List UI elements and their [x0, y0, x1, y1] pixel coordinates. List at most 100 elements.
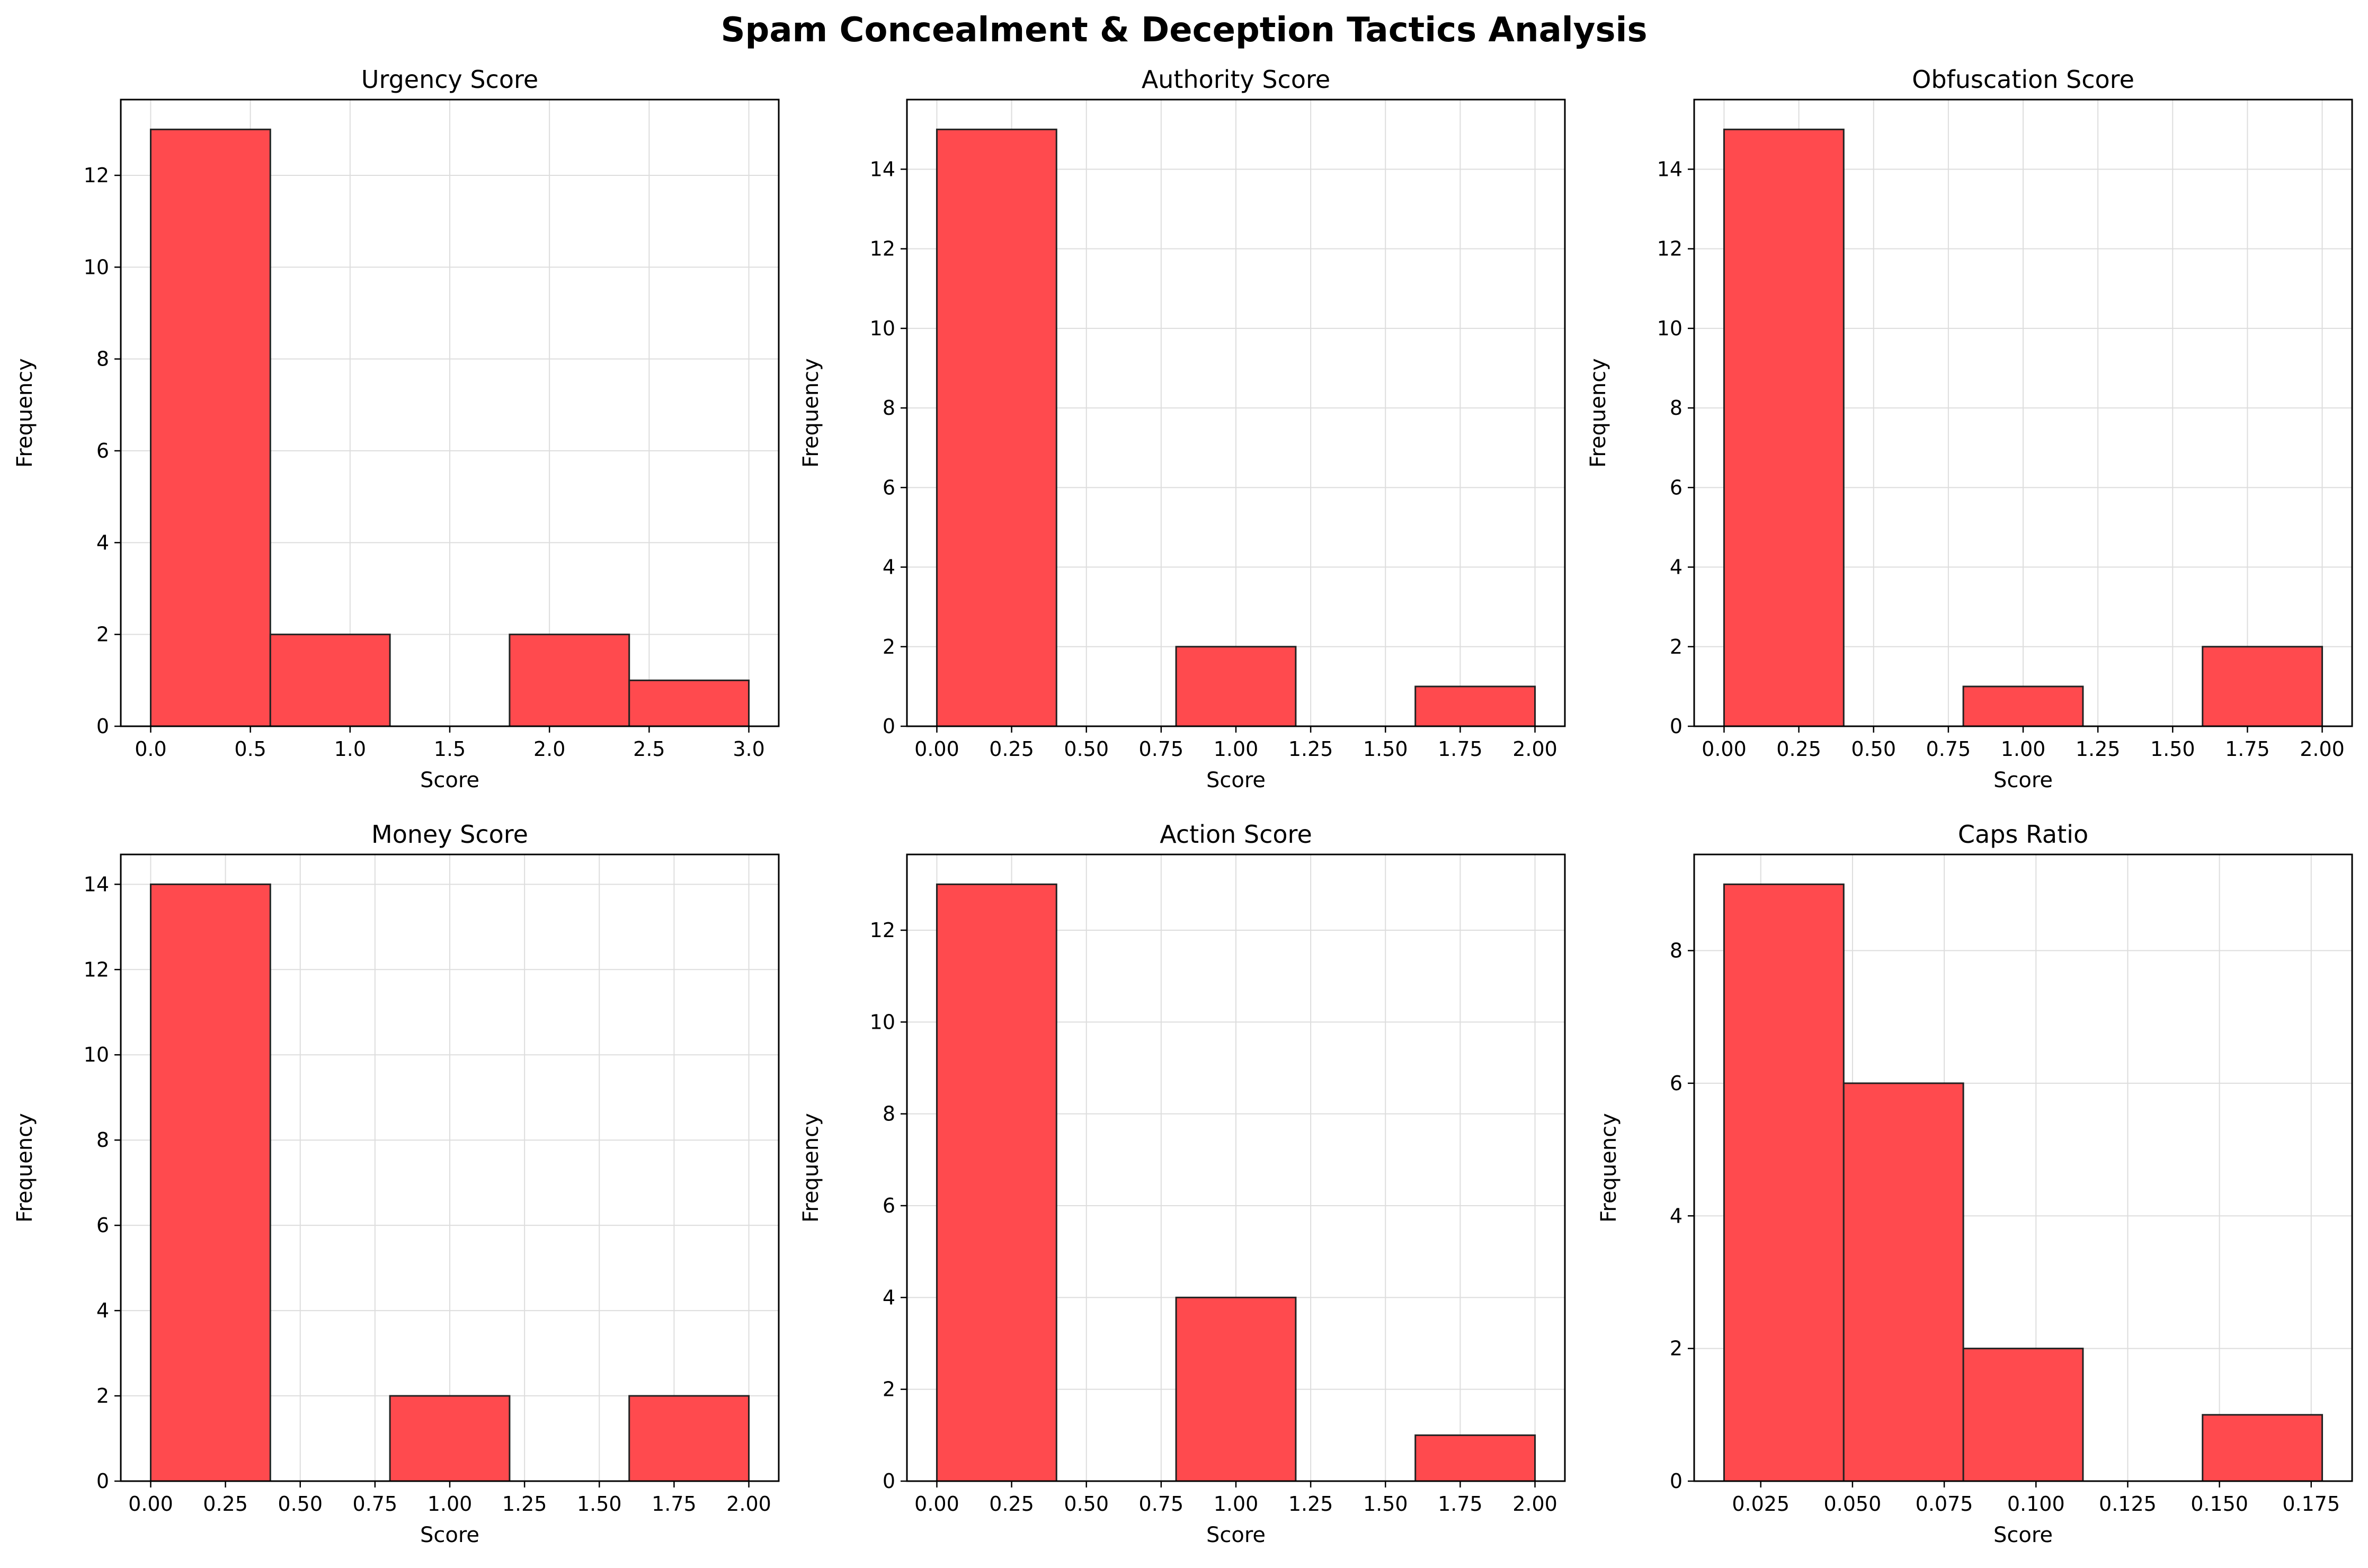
y-tick-label: 10 [1657, 317, 1682, 340]
y-axis-label: Frequency [1597, 1113, 1621, 1223]
x-tick-label: 0.75 [353, 1492, 398, 1516]
y-tick-label: 12 [84, 164, 109, 187]
histogram-bar [628, 1395, 750, 1482]
y-tick-label: 6 [883, 1194, 895, 1217]
y-tick-label: 6 [1670, 1072, 1682, 1095]
histogram-bar [1414, 685, 1536, 727]
y-tick-label: 2 [883, 635, 895, 658]
histogram-bar [936, 883, 1057, 1482]
x-tick-label: 0.25 [989, 737, 1034, 761]
histogram-bar [149, 128, 271, 727]
x-tick-label: 0.125 [2099, 1492, 2157, 1516]
histogram-bar [1962, 685, 2084, 727]
histogram-bar [269, 634, 391, 727]
x-tick-label: 1.50 [1363, 1492, 1408, 1516]
y-axis-label: Frequency [13, 358, 37, 468]
x-tick-label: 1.75 [652, 1492, 697, 1516]
y-tick-label: 12 [870, 237, 895, 261]
x-tick-label: 1.25 [2076, 737, 2121, 761]
figure-title: Spam Concealment & Deception Tactics Ana… [720, 11, 1647, 50]
subplot-title: Obfuscation Score [1912, 65, 2134, 94]
y-tick-label: 6 [96, 439, 109, 462]
subplot-4: 0.00 0.25 0.50 0.75 1.00 1.25 1.50 1.75 2.00 0 2 4 6… [13, 820, 780, 1547]
y-tick-label: 0 [1670, 1469, 1682, 1493]
y-tick-label: 0 [1670, 715, 1682, 738]
y-tick-label: 8 [96, 1128, 109, 1152]
x-tick-label: 0.75 [1139, 1492, 1184, 1516]
y-tick-label: 8 [883, 396, 895, 420]
x-tick-label: 0.50 [1851, 737, 1896, 761]
subplot-6: 0.025 0.050 0.075 0.100 0.125 0.150 0.175 0 2 4 6 8… [1597, 820, 2353, 1547]
x-tick-label: 0.100 [2007, 1492, 2065, 1516]
histogram-bar [1842, 1082, 1964, 1482]
y-tick-label: 10 [870, 1010, 895, 1034]
x-tick-label: 2.00 [1512, 737, 1557, 761]
x-tick-label: 1.75 [2225, 737, 2270, 761]
subplot-3: 0.00 0.25 0.50 0.75 1.00 1.25 1.50 1.75 2.00 0 2 4 6… [1586, 65, 2353, 792]
y-tick-label: 8 [1670, 396, 1682, 420]
x-tick-label: 0.00 [128, 1492, 173, 1516]
subplot-title: Action Score [1160, 820, 1312, 849]
y-tick-label: 2 [96, 1384, 109, 1407]
x-axis-label: Score [1993, 768, 2053, 792]
y-tick-label: 2 [96, 623, 109, 646]
subplot-title: Caps Ratio [1958, 820, 2088, 849]
x-tick-label: 1.0 [334, 737, 366, 761]
x-tick-label: 1.00 [1214, 1492, 1259, 1516]
x-tick-label: 0.175 [2282, 1492, 2340, 1516]
histogram-bar [1723, 128, 1845, 727]
y-tick-label: 4 [1670, 556, 1682, 579]
x-tick-label: 1.25 [1288, 737, 1333, 761]
x-tick-label: 0.25 [989, 1492, 1034, 1516]
histogram-bar [1175, 646, 1297, 727]
subplot-2: 0.00 0.25 0.50 0.75 1.00 1.25 1.50 1.75 2.00 0 2 4 6… [799, 65, 1566, 792]
y-tick-label: 2 [883, 1378, 895, 1401]
y-axis-label: Frequency [799, 358, 823, 468]
y-tick-label: 12 [870, 919, 895, 942]
subplot-1: 0.0 0.5 1.0 1.5 2.0 2.5 3.0 0 2 4 6 8 10 12 Urgency Sc… [13, 65, 780, 792]
x-axis-label: Score [420, 768, 479, 792]
subplot-5: 0.00 0.25 0.50 0.75 1.00 1.25 1.50 1.75 2.00 0 2 4 6… [799, 820, 1566, 1547]
y-axis-label: Frequency [13, 1113, 37, 1223]
y-tick-label: 14 [84, 872, 109, 896]
y-tick-label: 2 [1670, 635, 1682, 658]
x-tick-label: 1.50 [577, 1492, 622, 1516]
y-tick-label: 12 [1657, 237, 1682, 261]
x-axis-label: Score [1206, 1523, 1266, 1547]
x-tick-label: 0.00 [1702, 737, 1747, 761]
x-tick-label: 0.75 [1139, 737, 1184, 761]
x-tick-label: 0.00 [914, 737, 959, 761]
y-tick-label: 6 [1670, 476, 1682, 499]
y-tick-label: 0 [883, 715, 895, 738]
histogram-bar [1175, 1296, 1297, 1482]
histogram-bar [1962, 1348, 2084, 1482]
x-tick-label: 1.00 [2001, 737, 2046, 761]
subplot-title: Urgency Score [361, 65, 538, 94]
y-tick-label: 0 [96, 1469, 109, 1493]
subplot-title: Money Score [371, 820, 528, 849]
x-tick-label: 0.00 [914, 1492, 959, 1516]
histogram-bar [509, 634, 630, 727]
histogram-bar [936, 128, 1057, 727]
x-axis-label: Score [1993, 1523, 2053, 1547]
x-axis-label: Score [420, 1523, 479, 1547]
y-tick-label: 6 [96, 1214, 109, 1237]
x-tick-label: 2.00 [1512, 1492, 1557, 1516]
x-tick-label: 0.75 [1926, 737, 1971, 761]
x-tick-label: 0.025 [1732, 1492, 1790, 1516]
y-tick-label: 8 [1670, 939, 1682, 963]
histogram-bar [389, 1395, 511, 1482]
x-tick-label: 0.5 [234, 737, 266, 761]
y-tick-label: 10 [870, 317, 895, 340]
y-tick-label: 12 [84, 958, 109, 981]
x-tick-label: 2.00 [2300, 737, 2345, 761]
histogram-bar [2202, 646, 2324, 727]
y-tick-label: 14 [870, 157, 895, 181]
x-tick-label: 0.50 [1064, 737, 1109, 761]
x-tick-label: 0.25 [1776, 737, 1821, 761]
y-tick-label: 2 [1670, 1337, 1682, 1360]
y-tick-label: 0 [883, 1469, 895, 1493]
x-tick-label: 0.50 [1064, 1492, 1109, 1516]
